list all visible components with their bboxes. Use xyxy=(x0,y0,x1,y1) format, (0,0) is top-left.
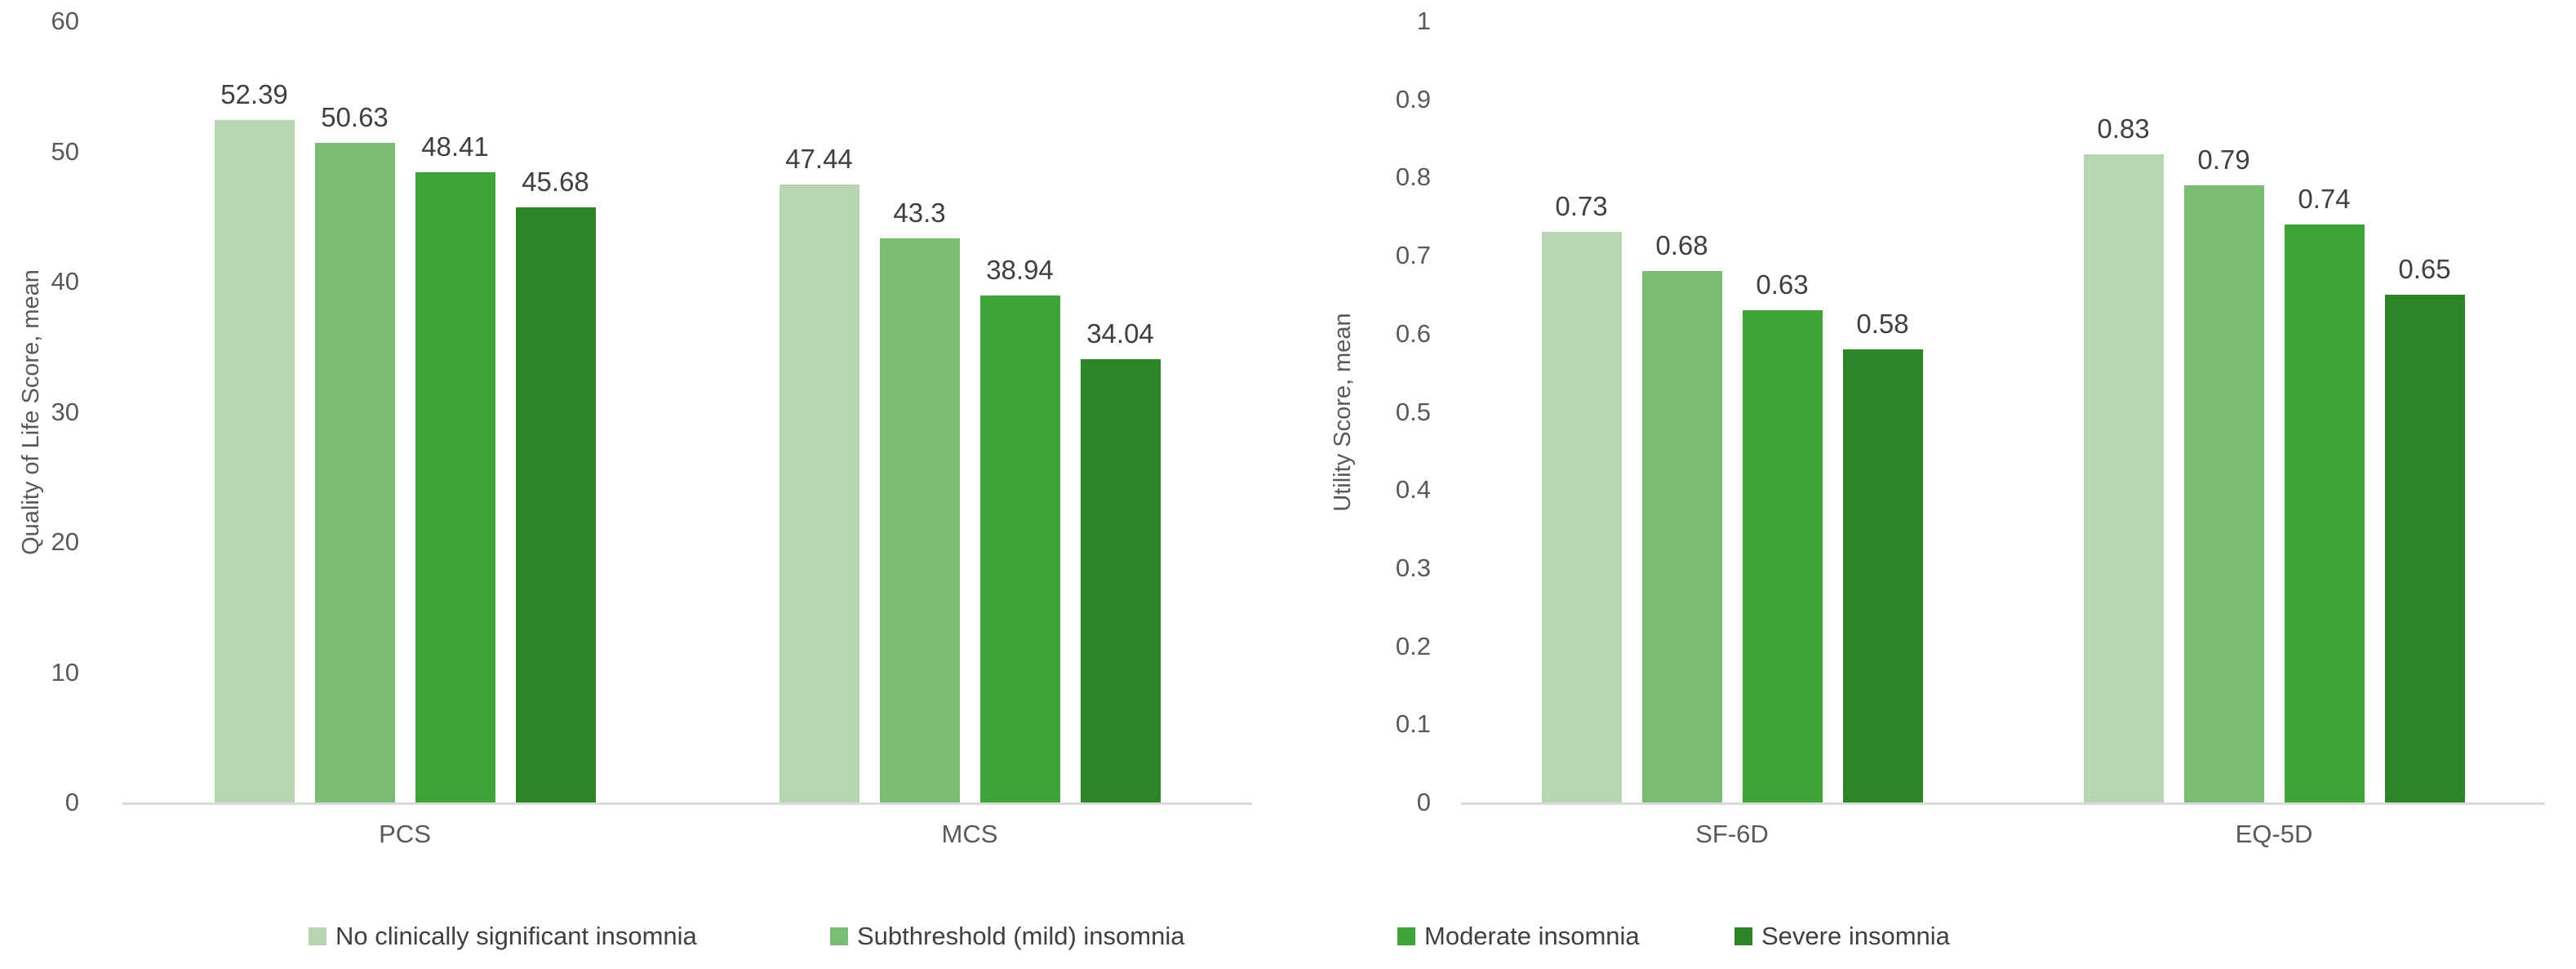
legend-label: Severe insomnia xyxy=(1761,922,1950,950)
x-category-label: PCS xyxy=(379,820,431,848)
bar-group-pcs: 52.39 50.63 48.41 45.68 xyxy=(122,21,687,802)
y-tick-label: 0.3 xyxy=(1395,553,1431,582)
legend-item-moderate-insomnia: Moderate insomnia xyxy=(1397,916,1640,957)
legend-label: No clinically significant insomnia xyxy=(335,922,697,950)
bar-value-label: 48.41 xyxy=(421,131,489,162)
legend-swatch-no-insomnia xyxy=(309,927,326,945)
bar: 43.3 xyxy=(879,198,960,802)
x-category-label: SF-6D xyxy=(1695,820,1769,848)
bar-value-label: 50.63 xyxy=(321,102,389,133)
x-axis-line xyxy=(122,802,1252,805)
qol-bar-chart: Quality of Life Score, mean 0 10 20 30 40 50 6… xyxy=(0,0,1288,890)
y-tick-label: 0.4 xyxy=(1395,475,1431,505)
bar: 34.04 xyxy=(1080,318,1161,802)
y-tick-label: 0.6 xyxy=(1395,318,1431,348)
utility-bar-chart: Utility Score, mean 0 0.1 0.2 0.3 0.4 0.5 0.6 0… xyxy=(1288,0,2576,890)
bar: 0.79 xyxy=(2183,144,2264,802)
y-tick-label: 10 xyxy=(51,657,79,687)
bar: 0.83 xyxy=(2083,113,2164,802)
legend-item-subthreshold-insomnia: Subthreshold (mild) insomnia xyxy=(830,916,1184,957)
legend-swatch-severe-insomnia xyxy=(1734,927,1752,945)
bar-value-label: 0.68 xyxy=(1655,230,1708,261)
y-tick-label: 0.5 xyxy=(1395,397,1431,426)
plot-area: 52.39 50.63 48.41 45.68 47.44 43.3 38.94 34.04 xyxy=(122,21,1252,802)
bar: 0.58 xyxy=(1842,309,1923,802)
bar-value-label: 0.83 xyxy=(2097,113,2150,144)
bar-group-sf-6d: 0.73 0.68 0.63 0.58 xyxy=(1461,21,2003,802)
bar: 47.44 xyxy=(779,144,859,802)
y-tick-label: 40 xyxy=(51,267,79,296)
bar: 48.41 xyxy=(415,131,495,802)
legend-swatch-subthreshold-insomnia xyxy=(830,927,848,945)
bar-value-label: 43.3 xyxy=(893,198,946,229)
plot-area: 0.73 0.68 0.63 0.58 0.83 0.79 0.74 0.65 xyxy=(1461,21,2545,802)
bar-value-label: 45.68 xyxy=(522,167,589,198)
bar: 52.39 xyxy=(214,79,295,802)
bar-value-label: 34.04 xyxy=(1086,318,1154,349)
bar: 0.63 xyxy=(1742,269,1823,802)
bar-group-eq-5d: 0.83 0.79 0.74 0.65 xyxy=(2003,21,2545,802)
bar-value-label: 0.79 xyxy=(2197,144,2250,175)
bar-value-label: 0.65 xyxy=(2398,253,2451,284)
bar: 0.68 xyxy=(1641,230,1722,802)
y-tick-label: 0.1 xyxy=(1395,709,1431,739)
bar-group-mcs: 47.44 43.3 38.94 34.04 xyxy=(687,21,1252,802)
bar: 45.68 xyxy=(515,167,596,802)
y-tick-label: 0 xyxy=(64,788,79,816)
x-category-label: MCS xyxy=(941,820,998,848)
legend-label: Moderate insomnia xyxy=(1424,922,1640,950)
bar-value-label: 38.94 xyxy=(986,254,1054,285)
bar: 50.63 xyxy=(314,102,395,802)
y-tick-label: 0.9 xyxy=(1395,84,1431,113)
bar: 0.65 xyxy=(2384,254,2465,802)
bar-value-label: 52.39 xyxy=(220,79,288,110)
y-tick-label: 30 xyxy=(51,397,79,426)
legend-swatch-moderate-insomnia xyxy=(1397,927,1415,945)
y-tick-label: 0.8 xyxy=(1395,162,1431,192)
bar-value-label: 47.44 xyxy=(785,144,853,175)
y-tick-label: 60 xyxy=(51,7,79,35)
chart-legend: No clinically significant insomnia Subth… xyxy=(0,916,2576,957)
y-tick-label: 50 xyxy=(51,136,79,166)
bar-value-label: 0.63 xyxy=(1756,269,1809,300)
bar-value-label: 0.73 xyxy=(1555,191,1608,222)
x-axis-line xyxy=(1461,802,2545,805)
x-category-label: EQ-5D xyxy=(2235,820,2313,848)
y-tick-label: 0.7 xyxy=(1395,241,1431,270)
legend-item-no-insomnia: No clinically significant insomnia xyxy=(309,916,697,957)
y-tick-label: 20 xyxy=(51,527,79,556)
bar-value-label: 0.74 xyxy=(2298,183,2351,214)
y-tick-label: 0 xyxy=(1416,788,1431,816)
bar: 0.73 xyxy=(1541,191,1622,802)
legend-item-severe-insomnia: Severe insomnia xyxy=(1734,916,1950,957)
bar: 0.74 xyxy=(2284,184,2365,802)
legend-label: Subthreshold (mild) insomnia xyxy=(857,922,1185,950)
y-tick-label: 0.2 xyxy=(1395,631,1431,660)
y-tick-label: 1 xyxy=(1416,7,1431,35)
bar-value-label: 0.58 xyxy=(1856,308,1909,339)
bar: 38.94 xyxy=(979,255,1060,802)
